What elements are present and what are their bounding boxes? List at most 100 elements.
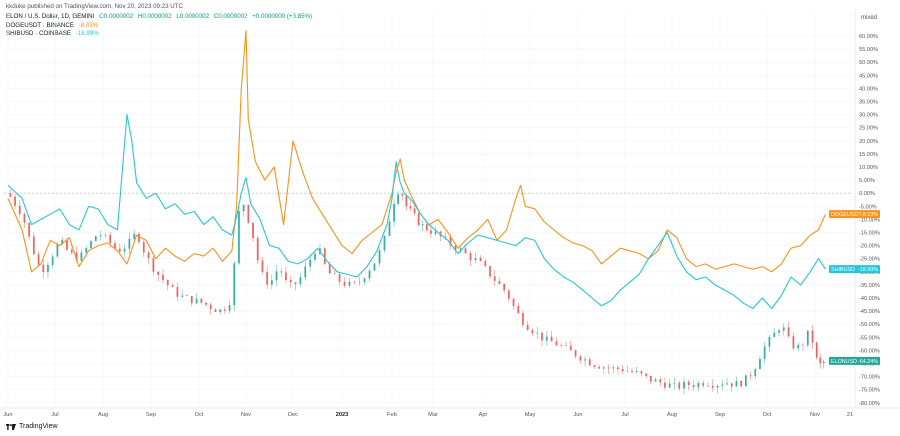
- candle-body: [749, 375, 752, 377]
- y-tick-label: -50.00%: [859, 322, 880, 328]
- candle-body: [815, 342, 818, 358]
- candle-body: [242, 204, 245, 212]
- x-tick-label: Jul: [51, 412, 58, 418]
- y-tick-label: 15.00%: [859, 152, 878, 158]
- candle-body: [802, 344, 804, 346]
- candle-body: [526, 324, 529, 331]
- candle-body: [378, 250, 381, 264]
- candle-body: [138, 233, 140, 243]
- legend-row-shib[interactable]: SHIBUSD · COINBASE -18.99%: [6, 30, 315, 39]
- y-tick-label: -5.00%: [859, 204, 877, 210]
- candle-body: [560, 345, 563, 346]
- candle-body: [32, 236, 35, 255]
- candle-body: [702, 383, 705, 386]
- candle-body: [531, 330, 534, 334]
- x-tick-label: Oct: [195, 412, 204, 418]
- candle-body: [593, 365, 596, 367]
- candle-body: [711, 385, 714, 388]
- candle-body: [275, 271, 278, 281]
- candle-body: [70, 249, 73, 253]
- series-line-shibusd: [7, 114, 826, 310]
- candle-body: [687, 381, 690, 386]
- candle-body: [309, 259, 312, 267]
- candle-body: [85, 248, 88, 253]
- footer-brand[interactable]: TradingView: [19, 423, 58, 430]
- badge-elon: [829, 356, 880, 365]
- last-value-badges: DOGEUSDT -8.03% SHIBUSD -18.99% ELONUSD -64.2…: [829, 210, 880, 365]
- legend-close: C0.0000002: [213, 13, 248, 20]
- candle-body: [323, 248, 326, 264]
- candle-body: [353, 281, 356, 283]
- candle-body: [270, 280, 273, 285]
- candle-body: [280, 271, 283, 273]
- candle-body: [574, 350, 577, 357]
- candle-body: [668, 383, 671, 388]
- badge-value-dogeusdt: -8.03%: [861, 212, 878, 218]
- candle-body: [9, 193, 12, 197]
- candle-body: [797, 344, 800, 349]
- legend-row-main[interactable]: ELON / U.S. Dollar, 1D, GEMINI O0.000000…: [6, 13, 315, 22]
- candle-body: [171, 285, 174, 288]
- y-tick-label: -35.00%: [859, 283, 880, 289]
- candle-body: [214, 309, 217, 312]
- candle-body: [75, 252, 78, 261]
- candle-body: [811, 330, 814, 343]
- series-lines: [7, 30, 827, 310]
- y-tick-label: 0.00%: [859, 191, 875, 197]
- candle-body: [176, 287, 179, 297]
- y-axis: 60.00% 55.00% 50.00% 45.00% 40.00% 35.00% 30.0…: [859, 34, 880, 407]
- candle-body: [640, 371, 643, 374]
- legend-row-doge[interactable]: DOGEUSDT · BINANCE -8.03%: [6, 22, 315, 31]
- legend-change: +0.0000000 (+3.85%): [252, 13, 313, 20]
- candle-body: [368, 270, 371, 279]
- candle-body: [373, 263, 376, 271]
- candle-body: [565, 345, 567, 347]
- candle-body: [584, 359, 586, 361]
- candle-body: [754, 369, 757, 377]
- x-tick-label: Sep: [146, 412, 156, 418]
- y-tick-label: -70.00%: [859, 375, 880, 381]
- candle-body: [522, 313, 524, 325]
- candle-body: [147, 252, 150, 259]
- candle-body: [735, 380, 738, 387]
- candle-body: [181, 295, 184, 297]
- scale-mode-label[interactable]: mixed: [861, 15, 878, 21]
- x-tick-label: Aug: [667, 412, 677, 418]
- candle-body: [261, 260, 264, 272]
- candle-body: [247, 204, 250, 223]
- y-tick-label: -40.00%: [859, 296, 880, 302]
- candle-body: [730, 383, 733, 387]
- candle-body: [678, 382, 681, 389]
- candle-body: [348, 281, 351, 286]
- candle-body: [343, 281, 346, 286]
- candle-body: [219, 309, 222, 312]
- badge-value-shibusd: -18.99%: [858, 267, 878, 273]
- badge-label-dogeusdt: DOGEUSDT: [831, 212, 862, 218]
- candle-body: [444, 236, 447, 238]
- x-tick-label: Oct: [763, 412, 772, 418]
- candle-body: [405, 195, 408, 207]
- x-tick-label: Mar: [428, 412, 438, 418]
- y-tick-label: -80.00%: [859, 401, 880, 407]
- candle-body: [489, 266, 491, 277]
- candle-body: [114, 243, 116, 249]
- candle-body: [166, 280, 169, 286]
- candle-body: [612, 367, 615, 369]
- published-text: kkduke published on TradingView.com, Nov…: [6, 3, 184, 10]
- candle-body: [588, 359, 591, 366]
- y-tick-label: 40.00%: [859, 86, 878, 92]
- candle-body: [66, 239, 68, 250]
- candle-body: [56, 243, 59, 257]
- candle-body: [469, 253, 472, 261]
- candle-body: [256, 237, 259, 261]
- candle-body: [363, 278, 366, 283]
- candle-body: [507, 290, 510, 299]
- candle-body: [47, 264, 49, 273]
- footer: TradingView: [6, 423, 58, 430]
- x-tick-label: Aug: [98, 412, 108, 418]
- x-tick-label: Apr: [479, 412, 488, 418]
- candle-body: [683, 381, 685, 389]
- chart-grid: [4, 10, 852, 408]
- legend-doge-name: DOGEUSDT · BINANCE: [6, 21, 74, 29]
